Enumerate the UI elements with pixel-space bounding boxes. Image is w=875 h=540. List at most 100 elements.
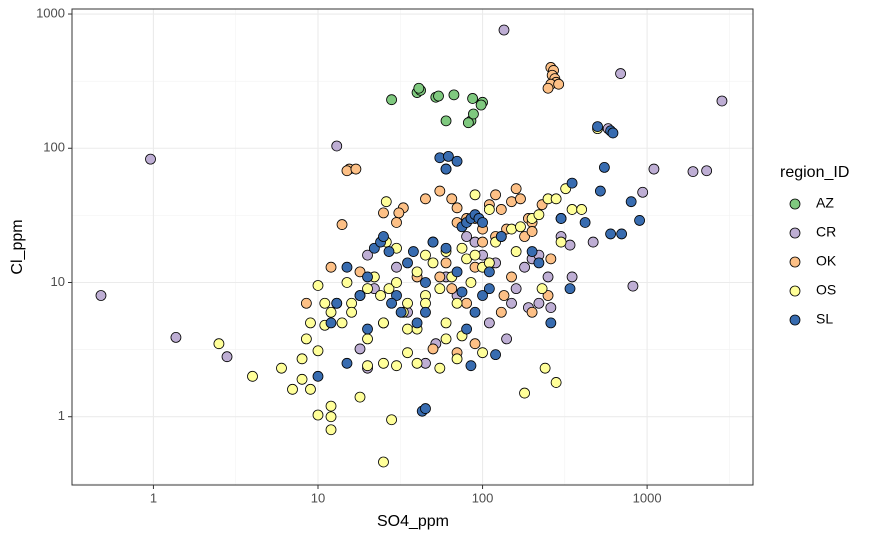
point xyxy=(495,204,507,215)
point xyxy=(362,271,373,283)
point xyxy=(498,290,510,301)
legend-label: OK xyxy=(816,253,837,269)
point xyxy=(325,400,337,412)
point xyxy=(515,221,526,233)
point xyxy=(391,261,402,273)
point xyxy=(446,283,458,295)
point xyxy=(506,271,517,283)
point xyxy=(483,283,495,295)
point xyxy=(391,217,402,228)
y-tick-label: 1 xyxy=(58,408,65,423)
point xyxy=(395,306,407,318)
point xyxy=(393,207,405,219)
point xyxy=(440,333,452,345)
point xyxy=(545,317,557,329)
x-tick-label: 100 xyxy=(472,490,494,505)
x-tick-label: 10 xyxy=(311,490,325,505)
point xyxy=(362,283,373,295)
point xyxy=(420,297,431,309)
point xyxy=(526,226,538,237)
point xyxy=(341,165,353,177)
point xyxy=(687,166,699,178)
point xyxy=(495,306,507,318)
point xyxy=(616,228,628,240)
panel-border xyxy=(71,8,754,486)
point xyxy=(378,456,389,468)
point xyxy=(375,290,386,301)
legend-key xyxy=(789,198,801,210)
point xyxy=(506,297,517,309)
point xyxy=(440,242,452,254)
point xyxy=(533,297,545,309)
point xyxy=(378,317,389,329)
point xyxy=(465,360,477,372)
point xyxy=(336,317,348,329)
point xyxy=(221,351,233,363)
point xyxy=(451,155,463,167)
point xyxy=(325,424,337,436)
point xyxy=(362,323,373,335)
point xyxy=(312,409,324,421)
point xyxy=(354,266,366,278)
point xyxy=(346,306,357,318)
point xyxy=(319,297,331,309)
point xyxy=(440,115,452,127)
point xyxy=(592,121,603,132)
legend-key xyxy=(789,314,801,326)
point xyxy=(483,317,495,329)
point xyxy=(566,271,578,283)
point xyxy=(411,266,423,278)
point xyxy=(461,231,473,242)
point xyxy=(312,345,324,357)
point xyxy=(506,196,517,208)
point xyxy=(510,183,522,195)
point xyxy=(462,117,474,129)
point xyxy=(637,186,649,198)
point xyxy=(542,290,554,301)
point xyxy=(362,249,373,261)
point xyxy=(411,357,423,369)
point xyxy=(383,283,395,295)
point xyxy=(550,377,562,388)
point xyxy=(341,357,353,369)
point xyxy=(506,223,517,235)
point xyxy=(716,95,728,107)
point xyxy=(542,82,554,94)
point xyxy=(312,370,324,382)
point xyxy=(354,290,366,301)
point xyxy=(495,231,507,242)
point xyxy=(336,219,348,230)
y-axis-title: Cl_ppm xyxy=(9,219,26,274)
point xyxy=(542,271,554,283)
point xyxy=(427,257,439,269)
point xyxy=(477,290,488,301)
point xyxy=(533,257,545,269)
point xyxy=(510,246,522,257)
point xyxy=(354,391,366,403)
x-tick-label: 1 xyxy=(150,490,157,505)
point xyxy=(456,242,468,254)
point xyxy=(420,249,431,261)
point xyxy=(433,90,444,102)
point xyxy=(576,204,588,215)
point xyxy=(448,89,460,101)
legend-title: region_ID xyxy=(780,164,849,181)
point xyxy=(380,196,392,208)
point xyxy=(362,360,373,372)
point xyxy=(533,209,545,221)
point xyxy=(564,283,576,295)
point xyxy=(386,297,397,309)
point xyxy=(625,196,637,208)
point xyxy=(391,277,402,288)
y-tick-label: 100 xyxy=(43,140,65,155)
point xyxy=(325,411,337,423)
point xyxy=(378,207,389,219)
point xyxy=(483,266,495,278)
point xyxy=(634,215,645,226)
point xyxy=(386,94,397,106)
point xyxy=(411,317,423,329)
point xyxy=(477,236,488,248)
point xyxy=(461,323,473,335)
point xyxy=(300,333,312,345)
